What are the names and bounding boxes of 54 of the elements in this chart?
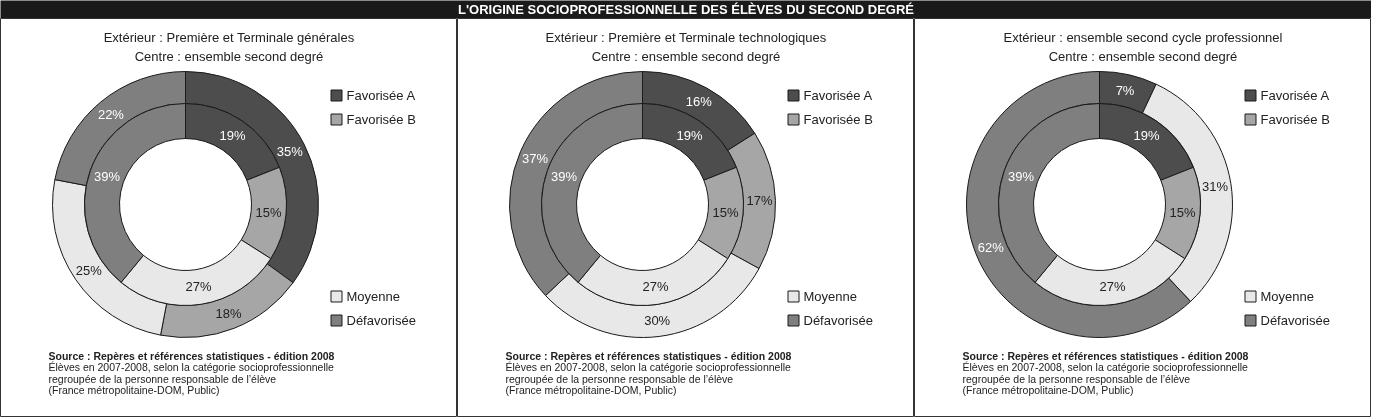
text: regroupée de la personne responsable de l’élève <box>962 372 1191 385</box>
legend-label: Moyenne <box>803 289 857 304</box>
text: regroupée de la personne responsable de l’élève <box>505 372 734 385</box>
text: L'ORIGINE SOCIOPROFESSIONNELLE DES ÉLÈVES DU SECOND DEGRÉ <box>458 2 915 17</box>
legend-label: Favorisée A <box>1260 88 1330 103</box>
source-note: Source : Repères et références statistiques - édition 2008 <box>505 349 792 362</box>
text: Élèves en 2007-2008, selon la catégorie socioprofessionnelle <box>505 361 792 373</box>
data-label: 15% <box>255 204 283 220</box>
data-label: 39% <box>550 168 578 184</box>
data-label: 15% <box>1169 204 1197 220</box>
source-note: Source : Repères et références statistiques - édition 2008 <box>962 349 1249 362</box>
data-label: 7% <box>1115 82 1135 98</box>
text: (France métropolitaine-DOM, Public) <box>48 384 220 396</box>
chart-title: Extérieur : Première et Terminale technologiques <box>545 30 827 45</box>
chart-subtitle: Centre : ensemble second degré <box>591 49 781 64</box>
legend-label: Favorisée B <box>1260 112 1330 127</box>
data-label: 30% <box>644 313 671 329</box>
text: regroupée de la personne responsable de l’élève <box>48 372 277 385</box>
legend-label: Défavorisée <box>346 313 416 328</box>
data-label: 19% <box>219 127 246 143</box>
chart-title: Extérieur : Première et Terminale générales <box>103 30 355 45</box>
data-label: 19% <box>1133 127 1160 143</box>
source-note: Source : Repères et références statistiques - édition 2008 <box>48 349 335 362</box>
data-label: 27% <box>642 279 670 295</box>
legend-label: Favorisée B <box>346 112 416 127</box>
text: (France métropolitaine-DOM, Public) <box>505 384 677 396</box>
legend-label: Favorisée A <box>346 88 416 103</box>
data-label: 18% <box>215 305 243 321</box>
data-label: 39% <box>93 168 121 184</box>
legend-label: Moyenne <box>346 289 400 304</box>
data-label: 31% <box>1202 178 1229 194</box>
data-label: 27% <box>1099 279 1127 295</box>
legend-label: Favorisée B <box>803 112 873 127</box>
data-label: 19% <box>676 127 703 143</box>
data-label: 15% <box>712 204 740 220</box>
data-label: 16% <box>685 94 713 110</box>
data-label: 22% <box>97 106 125 122</box>
text: Élèves en 2007-2008, selon la catégorie socioprofessionnelle <box>48 361 335 373</box>
data-label: 27% <box>185 279 213 295</box>
data-label: 37% <box>522 150 549 166</box>
legend-label: Défavorisée <box>803 313 873 328</box>
data-label: 62% <box>977 240 1005 256</box>
data-label: 17% <box>746 193 773 209</box>
data-label: 25% <box>75 262 103 278</box>
chart-title: Extérieur : ensemble second cycle professionnel <box>1003 30 1283 45</box>
chart-subtitle: Centre : ensemble second degré <box>1048 49 1238 64</box>
text: Élèves en 2007-2008, selon la catégorie socioprofessionnelle <box>962 361 1249 373</box>
legend-label: Moyenne <box>1260 289 1314 304</box>
legend-label: Favorisée A <box>803 88 873 103</box>
data-label: 39% <box>1007 168 1035 184</box>
legend-label: Défavorisée <box>1260 313 1330 328</box>
chart-subtitle: Centre : ensemble second degré <box>134 49 324 64</box>
text: (France métropolitaine-DOM, Public) <box>962 384 1134 396</box>
data-label: 35% <box>276 143 304 159</box>
